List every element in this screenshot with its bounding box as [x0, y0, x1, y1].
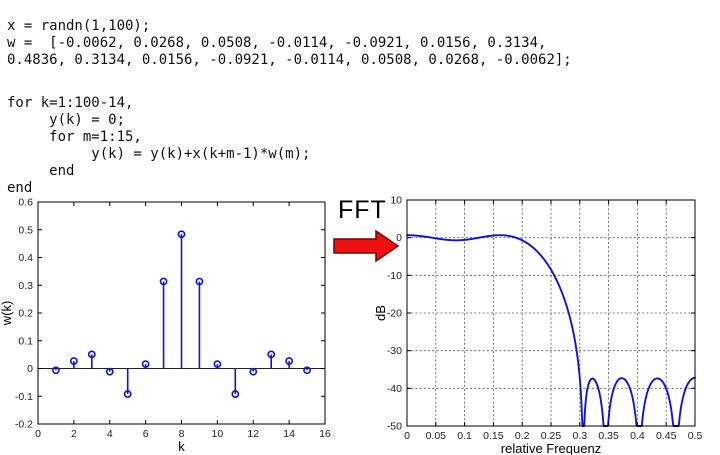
code-line: 0.4836, 0.3134, 0.0156, -0.0921, -0.0114… — [7, 52, 572, 68]
y-tick-label: -0.1 — [15, 391, 33, 403]
y-tick-label: 0 — [27, 363, 33, 375]
y-tick-label: -40 — [387, 383, 402, 395]
stem-marker — [267, 350, 276, 359]
y-tick-label: 10 — [390, 195, 402, 207]
y-tick-label: -0.2 — [15, 419, 33, 431]
x-tick-label: 0 — [35, 428, 41, 440]
code-block: x = randn(1,100); w = [-0.0062, 0.0268, 0… — [7, 18, 572, 197]
code-line: y(k) = y(k)+x(k+m-1)*w(m); — [7, 146, 311, 162]
x-tick-label: 0.35 — [598, 430, 619, 442]
y-tick-label: 0.4 — [18, 252, 33, 264]
code-line: y(k) = 0; — [7, 112, 126, 128]
stem-marker — [141, 360, 150, 369]
x-tick-label: 0.25 — [541, 430, 562, 442]
x-tick-label: 16 — [319, 428, 331, 440]
x-tick-label: 2 — [71, 428, 77, 440]
x-tick-label: 0.4 — [630, 430, 645, 442]
y-tick-label: 0.2 — [18, 308, 33, 320]
y-tick-label: -50 — [387, 421, 402, 433]
response-curve — [406, 234, 696, 427]
x-tick-label: 0.5 — [688, 430, 703, 442]
code-line: w = [-0.0062, 0.0268, 0.0508, -0.0114, -… — [7, 35, 547, 51]
y-tick-label: -20 — [387, 308, 402, 320]
y-tick-label: 0.6 — [18, 197, 33, 209]
x-tick-label: 0.3 — [572, 430, 587, 442]
code-line: for m=1:15, — [7, 129, 142, 145]
y-tick-label: 0 — [396, 232, 402, 244]
x-tick-label: 10 — [212, 428, 224, 440]
stem-marker — [195, 277, 204, 286]
x-tick-label: 8 — [179, 428, 185, 440]
x-tick-label: 4 — [107, 428, 113, 440]
fft-label: FFT — [338, 196, 387, 224]
x-axis-label: relative Frequenz — [501, 441, 601, 455]
stem-marker — [69, 357, 78, 365]
stem-chart-wk: 0 2 4 6 8 10 12 14 16 -0.2 -0.1 0 0.1 0.2 0.3 0.4 0.5 0.6… — [0, 197, 331, 455]
code-line: for k=1:100-14, — [7, 95, 134, 111]
stem-marker — [123, 390, 132, 398]
stem-marker — [105, 367, 114, 376]
y-tick-label: 0.3 — [18, 280, 33, 292]
stem-marker — [231, 390, 240, 398]
stem-marker — [87, 350, 96, 359]
x-axis-label: k — [178, 439, 185, 454]
y-axis-label: dB — [373, 305, 388, 321]
arrow-right-icon — [333, 229, 400, 263]
y-tick-label: 0.5 — [18, 224, 33, 236]
x-tick-label: 0 — [404, 430, 410, 442]
stem-marker — [303, 366, 311, 375]
y-tick-label: -10 — [387, 270, 402, 282]
x-tick-label: 0.1 — [457, 430, 472, 442]
x-tick-label: 6 — [143, 428, 149, 440]
x-tick-label: 12 — [247, 428, 259, 440]
stem-marker — [159, 277, 168, 286]
code-line — [7, 69, 572, 95]
code-line: end — [7, 163, 75, 179]
fft-arrow-icon — [333, 229, 400, 263]
x-tick-label: 0.05 — [426, 430, 447, 442]
stem-marker — [285, 357, 294, 365]
stem-marker — [52, 366, 60, 375]
y-tick-label: 0.1 — [18, 335, 33, 347]
frequency-response-chart: 0 0.05 0.1 0.15 0.2 0.25 0.3 0.35 0.4 0.45 0.5 -50 -… — [373, 195, 703, 455]
x-tick-label: 0.2 — [515, 430, 530, 442]
x-tick-label: 14 — [283, 428, 295, 440]
code-line: end — [7, 180, 33, 196]
stem-marker — [177, 230, 186, 239]
code-line: x = randn(1,100); — [7, 18, 151, 34]
stem-marker — [213, 360, 222, 369]
x-tick-label: 0.15 — [483, 430, 504, 442]
y-axis-label: w(k) — [0, 301, 14, 327]
stem-marker — [249, 367, 258, 376]
x-tick-label: 0.45 — [656, 430, 677, 442]
y-tick-label: -30 — [387, 345, 402, 357]
